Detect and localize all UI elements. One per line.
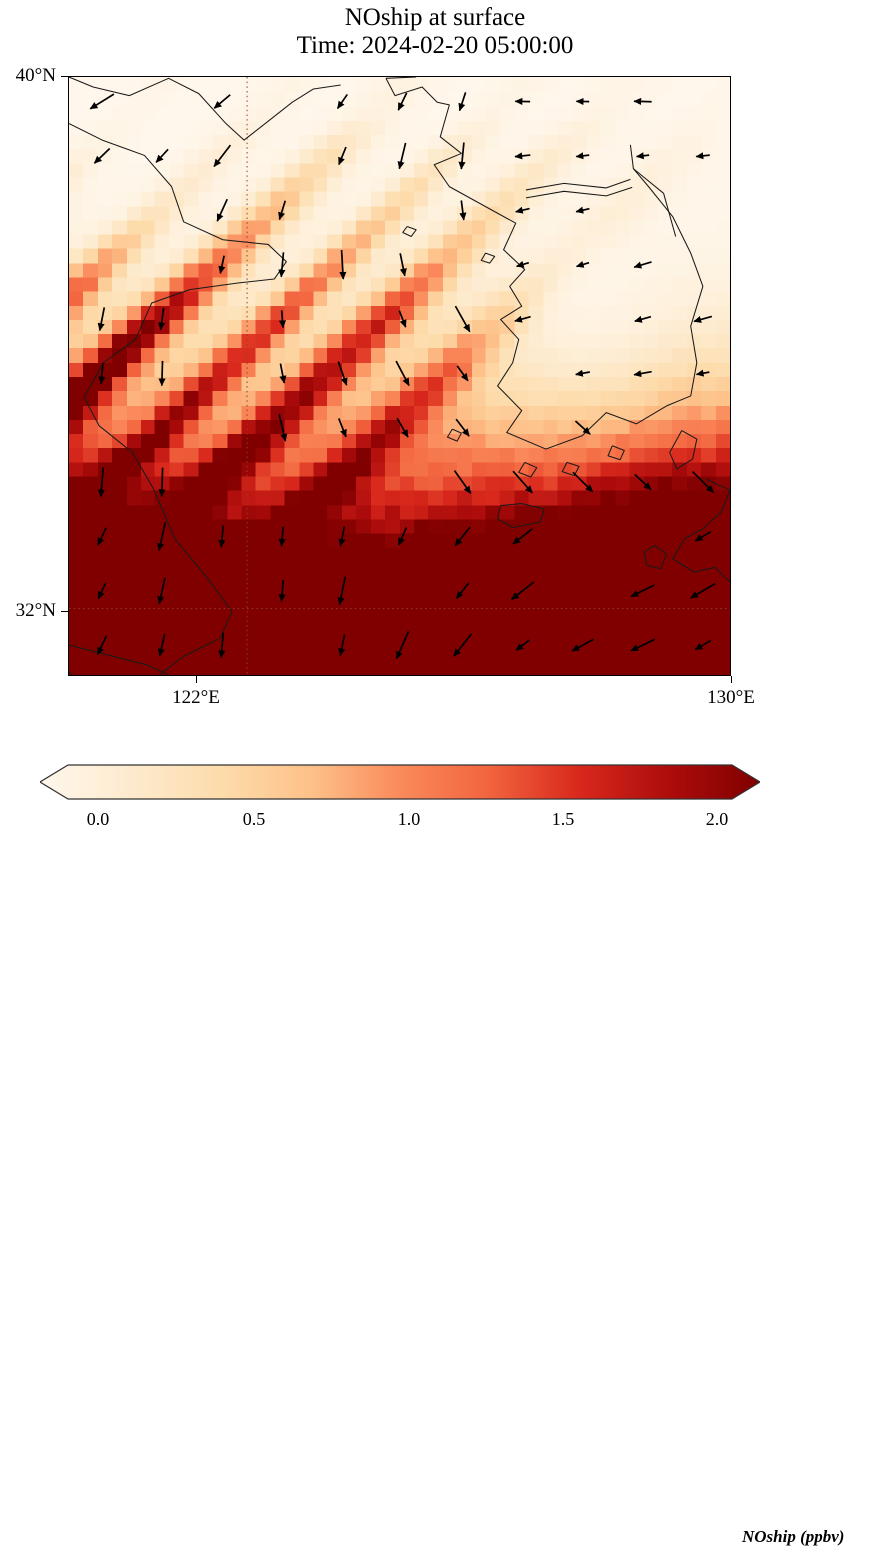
page-title: NOship at surface bbox=[344, 4, 526, 31]
colorbar-gradient bbox=[40, 764, 760, 800]
x-tick-mark-0 bbox=[196, 676, 198, 683]
colorbar-tick-3: 1.5 bbox=[551, 809, 575, 829]
page-subtitle: Time: 2024-02-20 05:00:00 bbox=[296, 32, 574, 59]
colorbar-tick-4: 2.0 bbox=[705, 809, 729, 829]
x-tick-label-0: 122°E bbox=[172, 687, 220, 708]
colorbar-tick-1: 0.5 bbox=[242, 809, 266, 829]
x-tick-mark-1 bbox=[731, 676, 733, 683]
y-tick-label-1: 32°N bbox=[15, 600, 56, 621]
colorbar-label: NOship (ppbv) bbox=[742, 1527, 845, 1546]
chart-title-block: NOship at surface Time: 2024-02-20 05:00… bbox=[0, 4, 870, 60]
y-tick-mark-1 bbox=[61, 611, 68, 613]
map-plot-area[interactable] bbox=[68, 76, 731, 676]
colorbar-tick-0: 0.0 bbox=[86, 809, 110, 829]
colorbar-tick-2: 1.0 bbox=[397, 809, 421, 829]
colorbar-block[interactable]: 0.0 0.5 1.0 1.5 2.0 NOship (ppbv) bbox=[0, 757, 870, 1546]
y-tick-mark-0 bbox=[61, 76, 68, 78]
map-raster-canvas bbox=[69, 77, 730, 675]
y-tick-label-0: 40°N bbox=[15, 65, 56, 86]
x-tick-label-1: 130°E bbox=[707, 687, 755, 708]
